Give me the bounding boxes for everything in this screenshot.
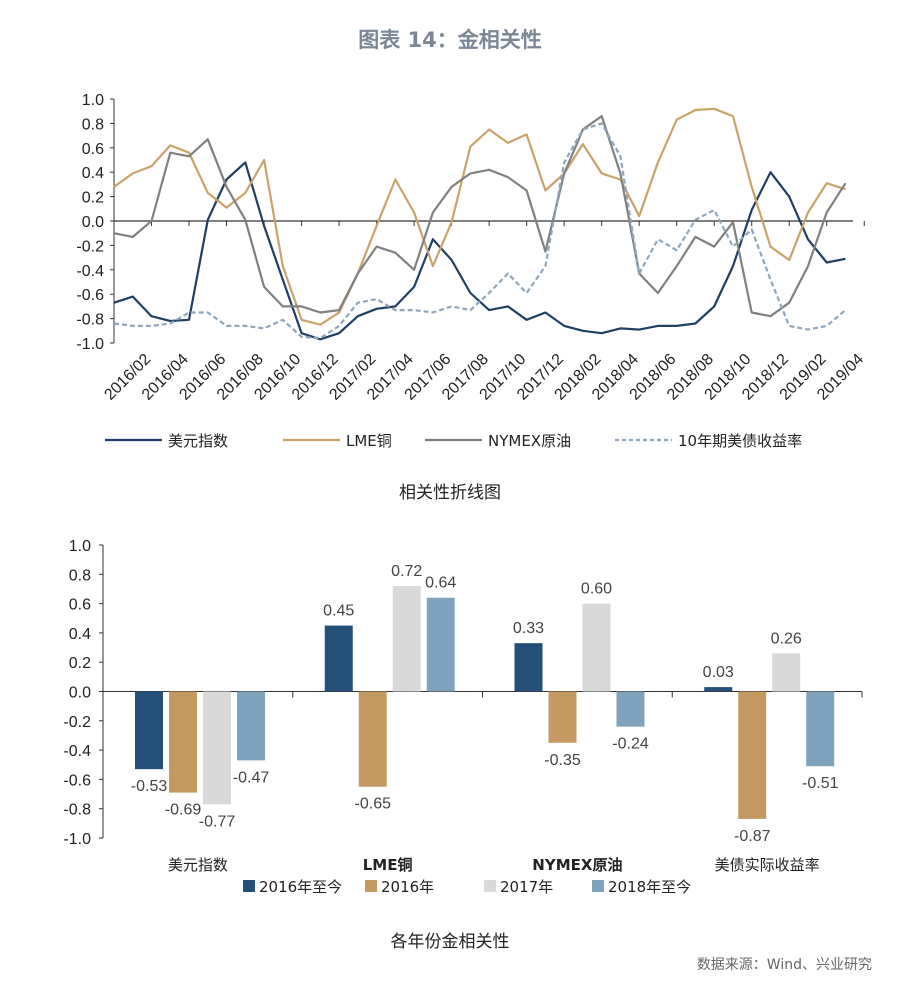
category-label: LME铜 bbox=[363, 856, 413, 874]
data-label: 0.45 bbox=[323, 603, 354, 620]
bar-1-2 bbox=[548, 691, 577, 743]
y-tick-label: -0.8 bbox=[76, 312, 104, 329]
legend-label: 2017年 bbox=[500, 878, 553, 896]
series-line-1 bbox=[113, 107, 846, 326]
y-tick-label: 0.6 bbox=[82, 141, 104, 158]
legend-label: NYMEX原油 bbox=[488, 432, 571, 450]
y-tick-label: 0.4 bbox=[82, 165, 104, 182]
category-label: 美债实际收益率 bbox=[715, 856, 820, 874]
bar-chart-title: 各年份金相关性 bbox=[390, 932, 510, 952]
data-label: -0.65 bbox=[355, 796, 392, 813]
bar-1-0 bbox=[169, 691, 197, 793]
source-note: 数据来源：Wind、兴业研究 bbox=[696, 957, 872, 973]
data-label: 0.60 bbox=[581, 581, 612, 598]
y-tick-label: -0.6 bbox=[76, 287, 104, 304]
y-tick-label: -0.2 bbox=[76, 238, 104, 255]
y-tick-label: 1.0 bbox=[69, 538, 91, 555]
y-tick-label: -0.4 bbox=[76, 263, 104, 280]
data-label: 0.26 bbox=[771, 630, 802, 647]
bar-2-3 bbox=[772, 653, 801, 692]
data-label: 0.33 bbox=[513, 620, 544, 637]
bar-1-3 bbox=[738, 691, 767, 819]
bar-0-1 bbox=[324, 625, 353, 692]
legend-label: 2018年至今 bbox=[608, 878, 691, 896]
bar-1-1 bbox=[358, 691, 387, 787]
bar-0-0 bbox=[135, 691, 163, 770]
bar-3-0 bbox=[237, 691, 265, 761]
y-tick-label: 0.8 bbox=[82, 116, 104, 133]
legend-label: 美元指数 bbox=[168, 432, 228, 450]
bar-3-2 bbox=[616, 691, 645, 727]
y-tick-label: 0.4 bbox=[69, 626, 91, 643]
series-line-2 bbox=[113, 114, 847, 318]
y-tick-label: -0.6 bbox=[63, 772, 91, 789]
y-tick-label: 1.0 bbox=[82, 92, 104, 109]
data-label: 0.72 bbox=[391, 563, 422, 580]
data-label: -0.24 bbox=[612, 736, 649, 753]
series-line-0 bbox=[113, 161, 846, 341]
y-tick-label: 0.2 bbox=[82, 190, 104, 207]
y-tick-label: 0.0 bbox=[82, 214, 104, 231]
series-line-3 bbox=[113, 122, 847, 340]
data-label: -0.35 bbox=[544, 752, 581, 769]
legend-swatch bbox=[592, 880, 604, 892]
y-tick-label: 0.8 bbox=[69, 567, 91, 584]
line-chart-title: 相关性折线图 bbox=[399, 483, 501, 503]
y-tick-label: -1.0 bbox=[63, 831, 91, 848]
legend-swatch bbox=[484, 880, 496, 892]
bar-0-2 bbox=[514, 643, 543, 692]
y-tick-label: -0.2 bbox=[63, 714, 91, 731]
legend-swatch bbox=[365, 880, 377, 892]
data-label: -0.47 bbox=[233, 769, 270, 786]
y-tick-label: -0.4 bbox=[63, 743, 91, 760]
data-label: 0.03 bbox=[703, 664, 734, 681]
legend-label: LME铜 bbox=[346, 432, 392, 450]
data-label: -0.51 bbox=[802, 775, 839, 792]
data-label: -0.69 bbox=[165, 802, 202, 819]
legend-label: 2016年至今 bbox=[259, 878, 342, 896]
category-label: NYMEX原油 bbox=[532, 856, 622, 874]
bar-0-3 bbox=[704, 687, 733, 692]
bar-3-1 bbox=[426, 597, 455, 692]
bar-2-1 bbox=[392, 586, 421, 692]
bar-3-3 bbox=[806, 691, 835, 767]
y-tick-label: 0.0 bbox=[69, 685, 91, 702]
y-tick-label: 0.6 bbox=[69, 597, 91, 614]
y-tick-label: -0.8 bbox=[63, 802, 91, 819]
category-label: 美元指数 bbox=[168, 856, 228, 874]
bar-2-2 bbox=[582, 603, 611, 692]
data-label: -0.87 bbox=[734, 828, 771, 845]
data-label: -0.77 bbox=[199, 813, 236, 830]
y-tick-label: 0.2 bbox=[69, 655, 91, 672]
bar-2-0 bbox=[203, 691, 231, 805]
y-tick-label: -1.0 bbox=[76, 336, 104, 353]
legend-label: 2016年 bbox=[381, 878, 434, 896]
figure-title: 图表 14：金相关性 bbox=[358, 28, 542, 52]
legend-label: 10年期美债收益率 bbox=[678, 432, 802, 450]
data-label: -0.53 bbox=[131, 778, 168, 795]
legend-swatch bbox=[243, 880, 255, 892]
data-label: 0.64 bbox=[425, 575, 456, 592]
